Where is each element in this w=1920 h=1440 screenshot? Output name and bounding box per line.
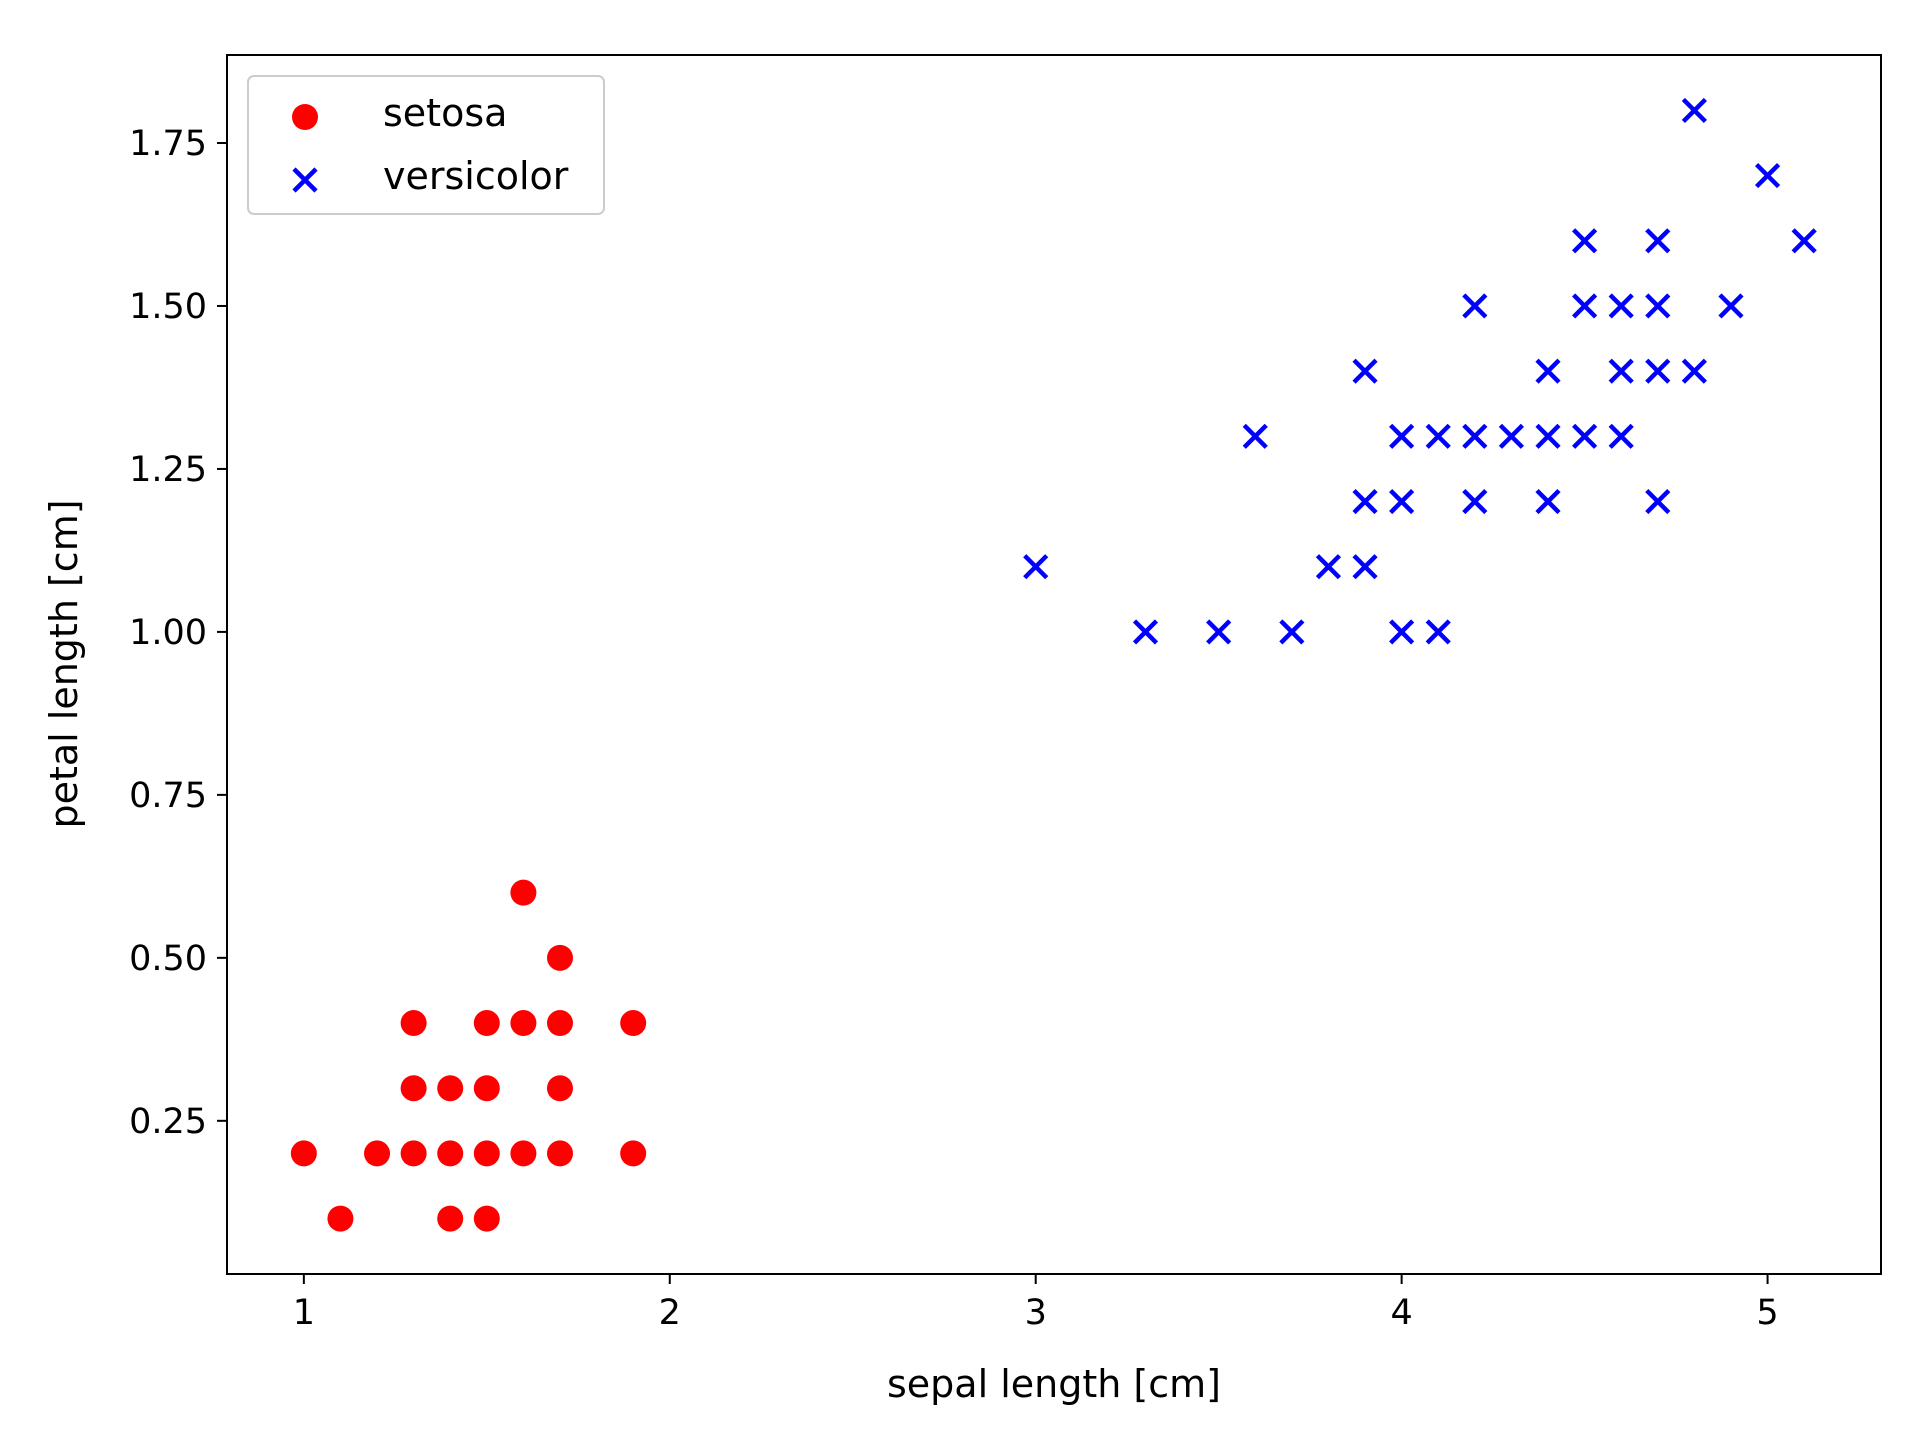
data-point-setosa [400,1010,427,1037]
y-tick-label: 1.50 [129,287,207,327]
data-point-setosa [473,1010,500,1037]
data-point-setosa [437,1140,464,1167]
data-point-versicolor [1645,293,1671,319]
data-point-setosa [546,1075,573,1102]
data-point-versicolor [1462,293,1488,319]
data-point-versicolor [1023,554,1049,580]
data-point-versicolor [1462,423,1488,449]
data-point-versicolor [1608,423,1634,449]
data-point-setosa [510,879,537,906]
y-tick-label: 1.25 [129,450,207,490]
data-point-setosa [364,1140,391,1167]
legend-marker-setosa [292,104,318,130]
y-tick-label: 1.75 [129,124,207,164]
data-point-versicolor [1352,554,1378,580]
legend: setosa versicolor [247,75,605,215]
data-point-versicolor [1535,423,1561,449]
data-point-versicolor [1572,293,1598,319]
data-point-setosa [546,1140,573,1167]
data-point-setosa [473,1140,500,1167]
x-tick-label: 4 [1390,1293,1412,1333]
data-point-versicolor [1754,163,1781,189]
data-point-setosa [510,1010,537,1037]
x-axis-label: sepal length [cm] [887,1362,1221,1406]
data-point-setosa [400,1140,427,1167]
data-point-setosa [473,1205,500,1232]
data-point-setosa [327,1205,354,1232]
data-point-setosa [290,1140,317,1167]
data-point-versicolor [1718,293,1744,319]
data-point-versicolor [1389,488,1415,515]
data-point-setosa [620,1140,647,1167]
data-point-versicolor [1791,228,1817,254]
legend-box [247,75,605,215]
y-tick-label: 0.25 [129,1102,207,1142]
data-point-versicolor [1608,293,1634,319]
data-points [290,97,1817,1232]
plot-frame [226,54,1882,1275]
x-tick-label: 1 [293,1293,315,1333]
data-point-versicolor [1242,423,1268,449]
data-point-versicolor [1206,619,1232,645]
x-tick-label: 2 [659,1293,681,1333]
data-point-versicolor [1389,619,1415,645]
y-tick-label: 0.75 [129,776,207,816]
legend-label-setosa: setosa [383,91,507,135]
x-tick-label: 3 [1025,1293,1047,1333]
data-point-versicolor [1352,488,1378,515]
legend-marker-versicolor [292,167,318,193]
data-point-setosa [620,1010,647,1037]
data-point-setosa [546,944,573,971]
data-point-setosa [546,1010,573,1037]
x-axis-ticks: 1 2 3 4 5 [293,1274,1779,1333]
data-point-versicolor [1645,358,1671,384]
y-tick-label: 1.00 [129,613,207,653]
data-point-versicolor [1279,619,1305,645]
data-point-versicolor [1572,423,1598,449]
y-axis-ticks: 0.25 0.50 0.75 1.00 1.25 1.50 1.75 [129,124,227,1142]
data-point-versicolor [1425,423,1451,449]
data-point-versicolor [1681,358,1707,384]
data-point-setosa [510,1140,537,1167]
data-point-versicolor [1645,228,1671,254]
data-point-versicolor [1498,423,1525,449]
data-point-versicolor [1681,97,1707,124]
data-point-versicolor [1535,358,1561,384]
data-point-versicolor [1462,488,1488,515]
data-point-versicolor [1315,554,1342,580]
data-point-versicolor [1608,358,1634,384]
data-point-setosa [400,1075,427,1102]
data-point-versicolor [1425,619,1451,645]
data-point-setosa [437,1205,464,1232]
data-point-versicolor [1645,488,1671,515]
data-point-versicolor [1352,358,1378,384]
data-point-versicolor [1535,488,1561,515]
x-tick-label: 5 [1756,1293,1778,1333]
legend-label-versicolor: versicolor [383,154,569,198]
y-tick-label: 0.50 [129,939,207,979]
data-point-versicolor [1572,228,1598,254]
data-point-setosa [437,1075,464,1102]
data-point-versicolor [1132,619,1159,645]
data-point-setosa [473,1075,500,1102]
y-axis-label: petal length [cm] [42,499,86,828]
data-point-versicolor [1389,423,1415,449]
